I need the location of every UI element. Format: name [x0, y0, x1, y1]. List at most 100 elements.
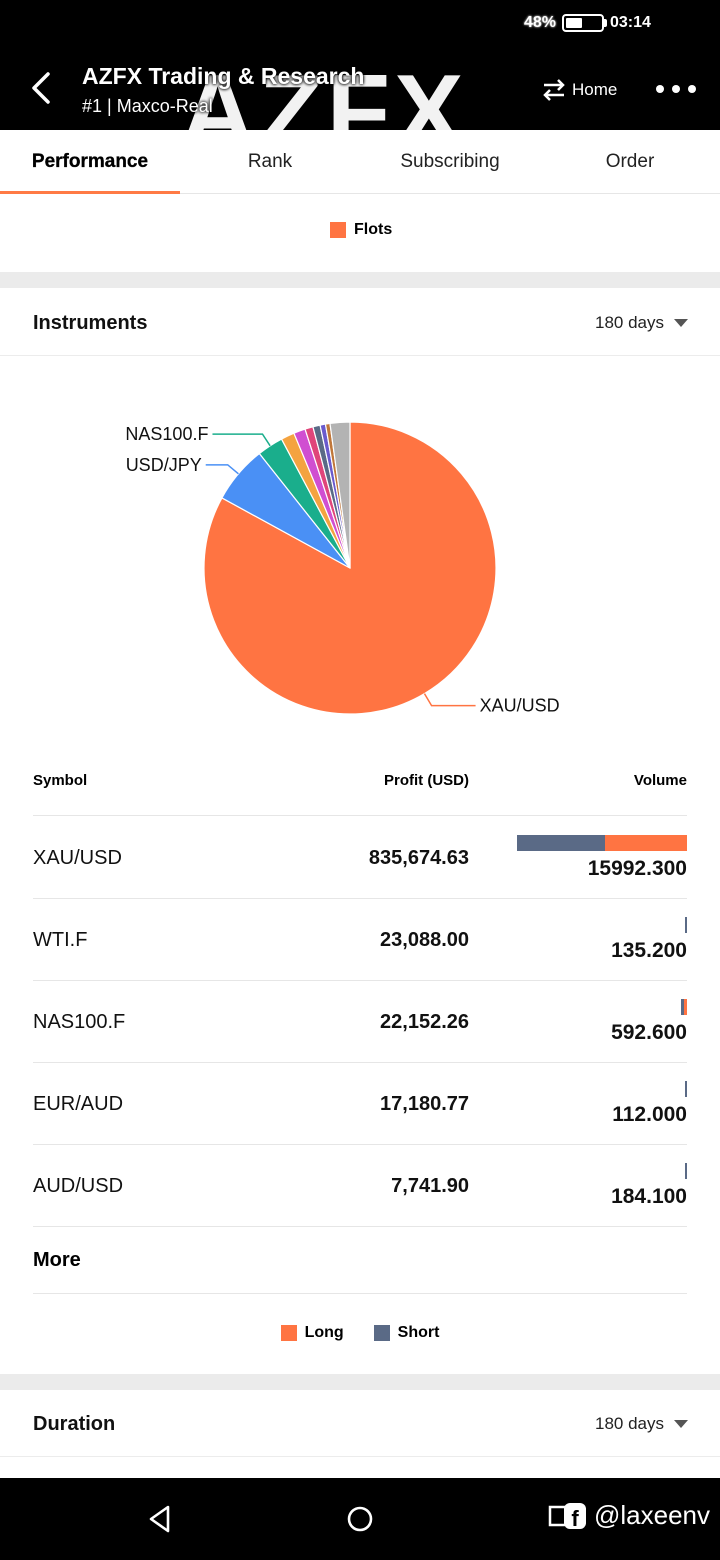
- volume-bar: [685, 917, 687, 933]
- volume-bar: [685, 1163, 687, 1179]
- row-volume: 112.000: [612, 1103, 687, 1126]
- row-volume: 592.600: [611, 1021, 687, 1044]
- battery-percent: 48%: [524, 14, 557, 31]
- pie-label-line: [212, 433, 271, 447]
- short-label: Short: [397, 1324, 440, 1341]
- row-symbol: WTI.F: [33, 929, 88, 951]
- battery-icon: [562, 14, 604, 32]
- active-tab-indicator: [0, 191, 180, 194]
- flots-legend-item[interactable]: Flots: [330, 221, 392, 239]
- row-symbol: EUR/AUD: [33, 1093, 124, 1115]
- row-profit: 7,741.90: [391, 1175, 469, 1197]
- app-header: AZFX AZFX Trading & Research #1 | Maxco-…: [0, 46, 720, 130]
- long-label: Long: [304, 1324, 344, 1341]
- header-symbol: Symbol: [33, 772, 88, 789]
- svg-text:f: f: [571, 1506, 579, 1531]
- short-swatch: [373, 1325, 390, 1341]
- header-volume: Volume: [633, 772, 687, 789]
- instruments-title: Instruments: [33, 312, 148, 334]
- watermark-handle: @laxeenv: [594, 1500, 711, 1530]
- system-nav-bar: f @laxeenv: [0, 1478, 720, 1560]
- swap-icon: [543, 79, 565, 101]
- instruments-pie-chart: XAU/USD USD/JPY NAS100.F: [0, 356, 720, 756]
- volume-bar: [517, 835, 687, 851]
- pie-slice-label: NAS100.F: [125, 424, 208, 444]
- volume-short-segment: [517, 835, 606, 851]
- nav-home-button[interactable]: [345, 1504, 375, 1539]
- section-divider: [0, 1374, 720, 1390]
- period-value: 180 days: [595, 1414, 664, 1433]
- row-symbol: AUD/USD: [33, 1175, 124, 1197]
- tab-rank[interactable]: Rank: [180, 130, 360, 194]
- volume-bar: [680, 999, 687, 1015]
- section-divider: [0, 272, 720, 288]
- table-header: Symbol Profit (USD) Volume: [33, 768, 687, 816]
- flots-swatch: [330, 222, 346, 238]
- dropdown-triangle-icon: [674, 319, 688, 327]
- header-watermark-logo: AZFX: [180, 54, 468, 130]
- period-value: 180 days: [595, 313, 664, 332]
- legend-short[interactable]: Short: [373, 1318, 440, 1348]
- pie-slice-label: XAU/USD: [480, 696, 560, 716]
- back-button[interactable]: [22, 66, 62, 110]
- legend-long[interactable]: Long: [280, 1318, 344, 1348]
- pie-label-line: [205, 464, 239, 475]
- volume-short-segment: [685, 1081, 687, 1097]
- row-volume: 135.200: [611, 939, 687, 962]
- row-profit: 22,152.26: [380, 1011, 469, 1033]
- duration-period-select[interactable]: 180 days: [595, 1414, 688, 1434]
- page-subtitle: #1 | Maxco-Real: [82, 96, 213, 116]
- tab-bar: Performance Rank Subscribing Order: [0, 130, 720, 194]
- row-volume: 184.100: [611, 1185, 687, 1208]
- more-link[interactable]: More: [33, 1228, 687, 1294]
- tab-label: Subscribing: [400, 151, 500, 172]
- volume-short-segment: [685, 917, 687, 933]
- pie-label-line: [423, 693, 476, 707]
- tab-label: Rank: [247, 151, 293, 172]
- pie-slice[interactable]: [329, 421, 351, 569]
- pie-chart-svg: XAU/USD USD/JPY NAS100.F: [125, 421, 560, 716]
- home-button[interactable]: Home: [542, 76, 617, 104]
- table-row[interactable]: NAS100.F 22,152.26 592.600: [33, 981, 687, 1063]
- page-title: AZFX Trading & Research: [82, 63, 365, 89]
- watermark: f @laxeenv: [548, 1500, 710, 1531]
- row-volume: 15992.300: [587, 857, 687, 880]
- tab-order[interactable]: Order: [540, 130, 720, 194]
- nav-back-triangle-icon: [149, 1505, 170, 1533]
- table-row[interactable]: XAU/USD 835,674.63 15992.300: [33, 817, 687, 899]
- nav-home-circle-icon: [347, 1506, 373, 1532]
- duration-header: Duration 180 days: [0, 1391, 720, 1457]
- table-row[interactable]: WTI.F 23,088.00 135.200: [33, 899, 687, 981]
- volume-short-segment: [680, 999, 685, 1015]
- more-dots-icon: [656, 85, 696, 93]
- volume-bar: [685, 1081, 687, 1097]
- chevron-left-icon: [32, 72, 50, 104]
- instruments-period-select[interactable]: 180 days: [595, 313, 688, 333]
- volume-long-segment: [605, 835, 687, 851]
- more-label: More: [33, 1249, 81, 1271]
- long-short-legend: Long Short: [0, 1318, 720, 1348]
- flots-label: Flots: [354, 221, 393, 238]
- row-profit: 835,674.63: [368, 847, 469, 869]
- volume-long-segment: [684, 999, 687, 1015]
- row-profit: 17,180.77: [380, 1093, 469, 1115]
- flots-legend: Flots: [0, 194, 720, 272]
- more-menu-button[interactable]: [654, 76, 698, 102]
- tab-label: Performance: [31, 151, 149, 172]
- status-bar: 48% 03:14: [0, 0, 720, 46]
- nav-back-button[interactable]: [146, 1504, 174, 1539]
- volume-short-segment: [685, 1163, 687, 1179]
- long-swatch: [280, 1325, 297, 1341]
- pie-slice-label: USD/JPY: [126, 455, 202, 475]
- home-label: Home: [572, 80, 618, 99]
- battery-fill: [566, 18, 583, 28]
- battery-cap: [604, 19, 607, 27]
- row-profit: 23,088.00: [380, 929, 469, 951]
- duration-title: Duration: [33, 1413, 116, 1435]
- clock: 03:14: [610, 14, 651, 31]
- tab-performance[interactable]: Performance: [0, 130, 180, 194]
- instruments-header: Instruments 180 days: [0, 290, 720, 356]
- table-row[interactable]: AUD/USD 7,741.90 184.100: [33, 1145, 687, 1227]
- tab-subscribing[interactable]: Subscribing: [360, 130, 540, 194]
- table-row[interactable]: EUR/AUD 17,180.77 112.000: [33, 1063, 687, 1145]
